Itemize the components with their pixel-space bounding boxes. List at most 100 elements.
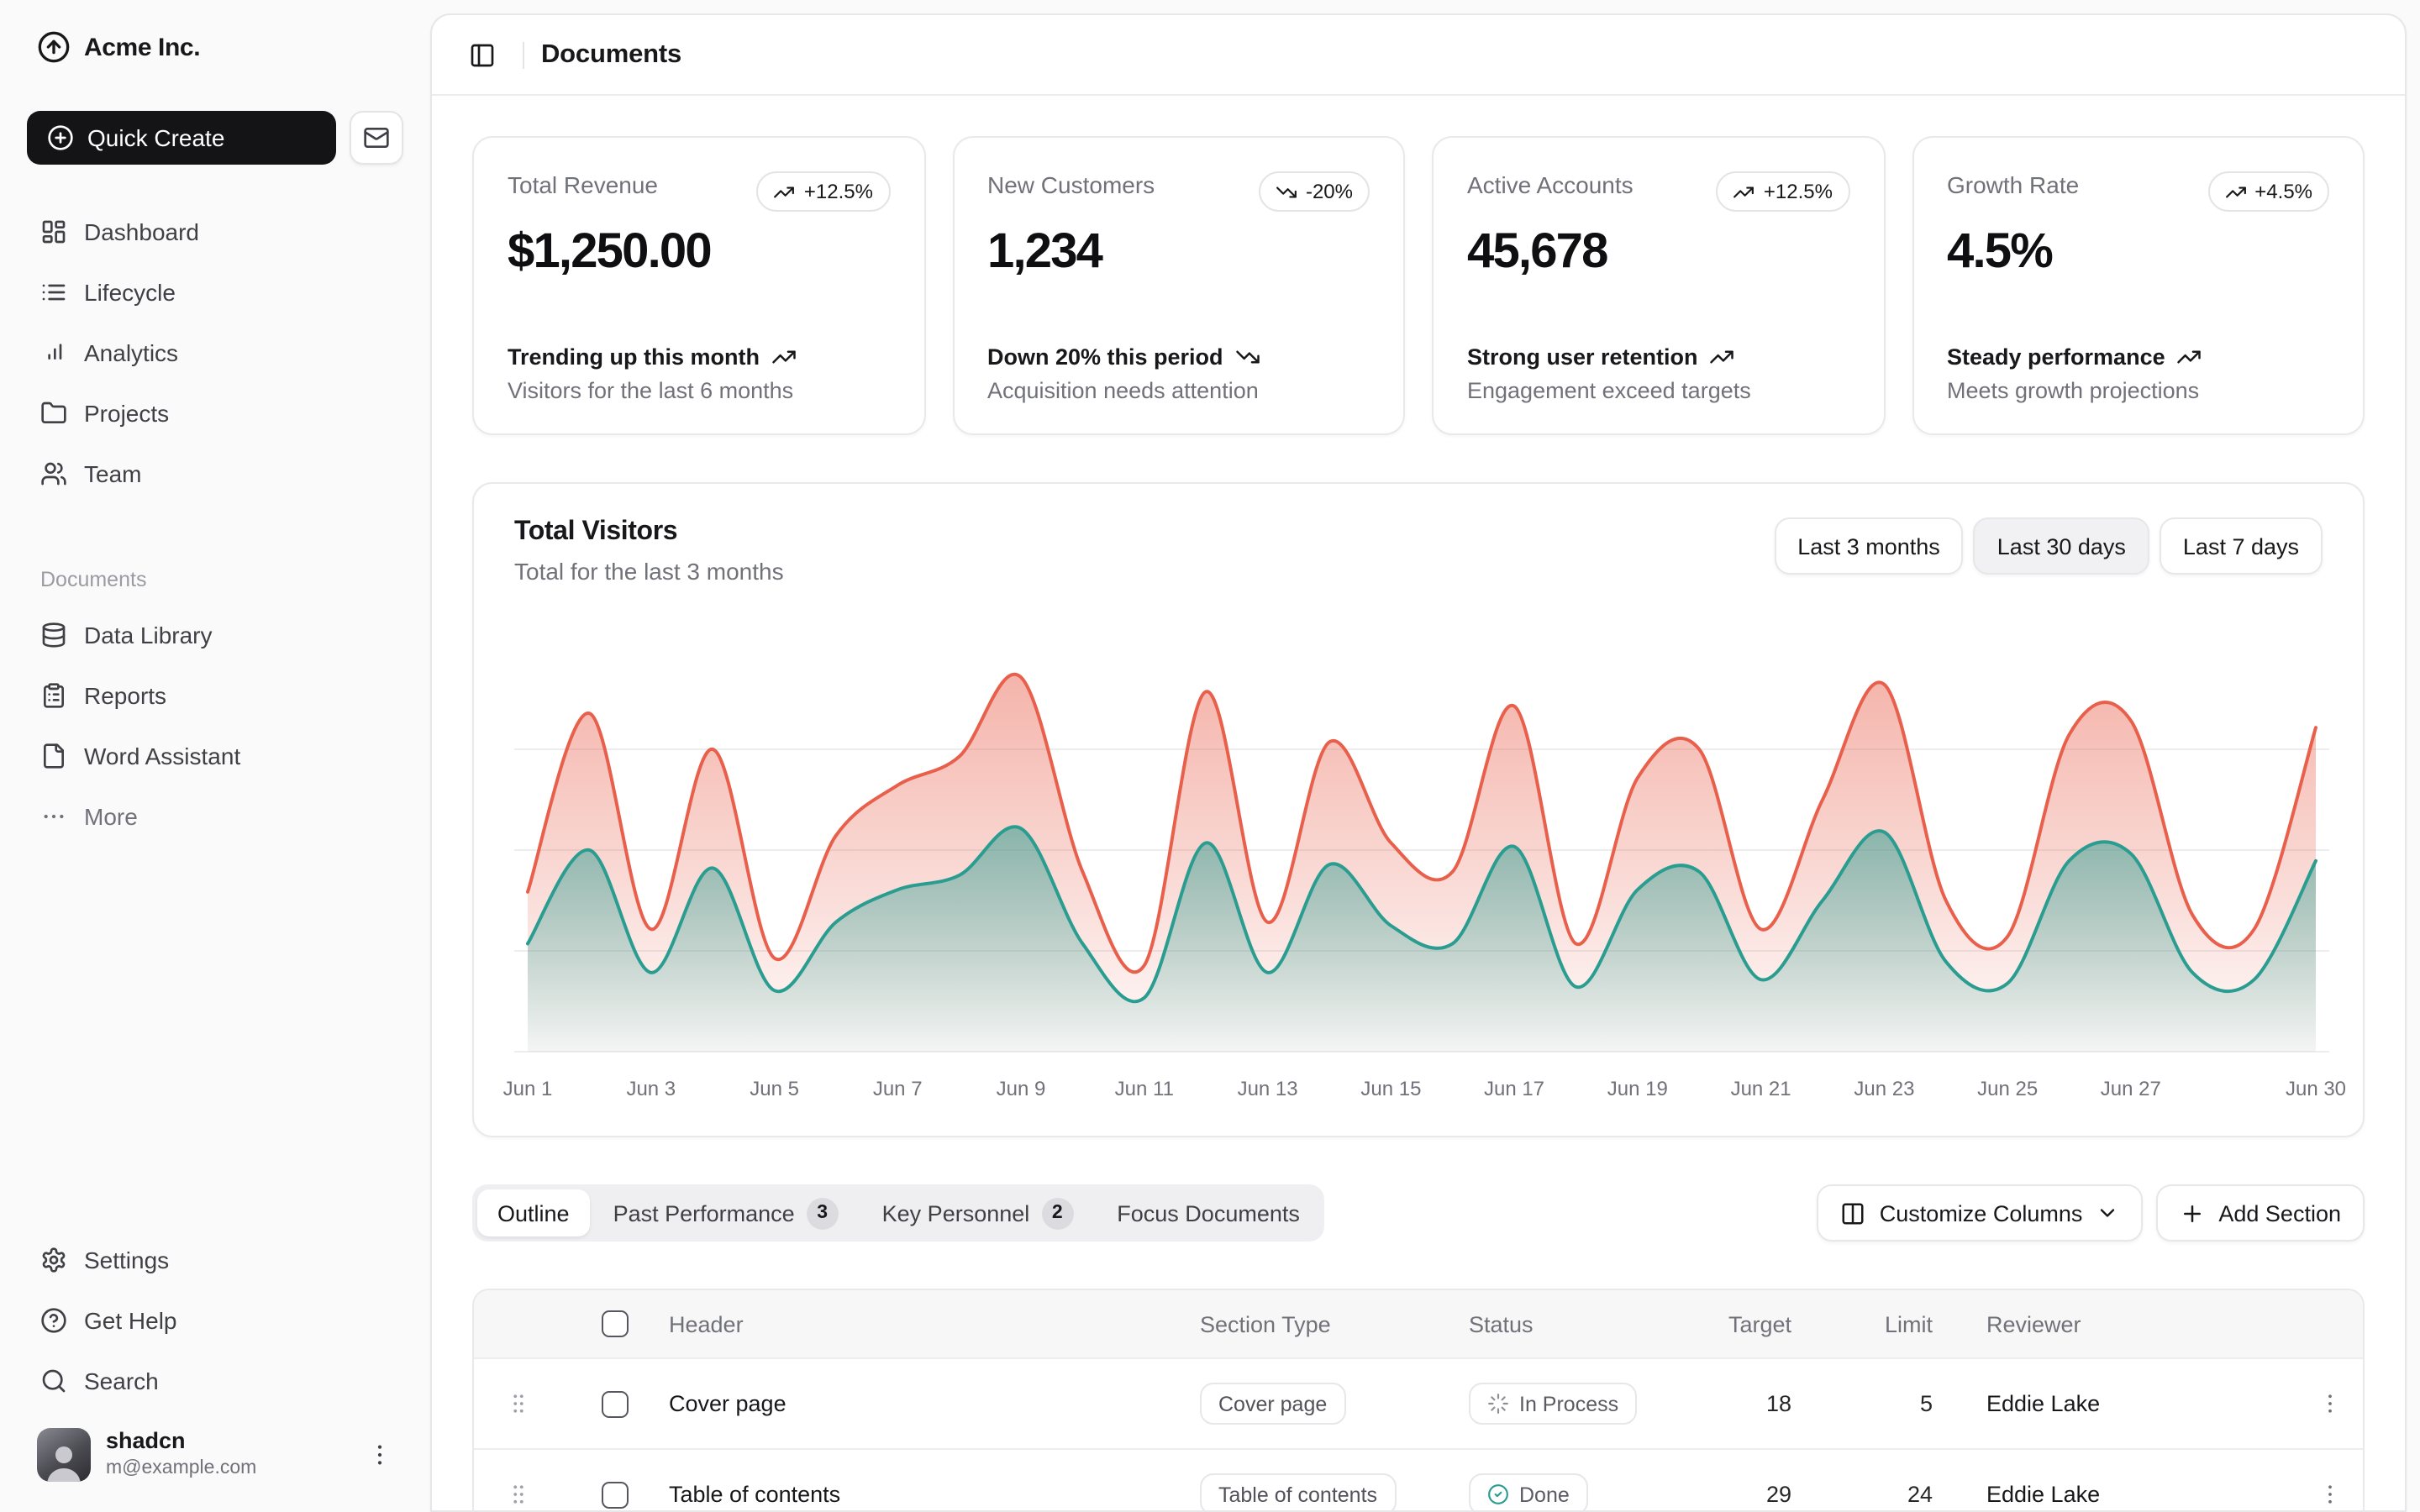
area-chart: Jun 1Jun 3Jun 5Jun 7Jun 9Jun 11Jun 13Jun…: [514, 638, 2323, 1102]
dashboard-icon: [40, 218, 67, 245]
ellipsis-icon: [40, 803, 67, 830]
column-header: Header: [629, 1311, 1200, 1336]
trending-up-icon: [2177, 344, 2202, 370]
page-header: Documents: [432, 15, 2405, 96]
sidebar-item-get-help[interactable]: Get Help: [27, 1294, 403, 1347]
stat-cards: Total Revenue +12.5% $1,250.00 Trending …: [472, 136, 2365, 435]
stat-card-total-revenue: Total Revenue +12.5% $1,250.00 Trending …: [472, 136, 925, 435]
column-header: Target: [1721, 1311, 1818, 1336]
inbox-button[interactable]: [350, 111, 403, 165]
stat-card-title: Active Accounts: [1467, 171, 1634, 198]
x-axis-tick-label: Jun 13: [1238, 1078, 1298, 1100]
sidebar-item-label: More: [84, 803, 138, 830]
drag-handle-icon[interactable]: [505, 1391, 530, 1416]
sidebar-item-label: Get Help: [84, 1307, 177, 1334]
row-header-link[interactable]: Table of contents: [629, 1482, 1200, 1507]
stat-card-growth-rate: Growth Rate +4.5% 4.5% Steady performanc…: [1912, 136, 2365, 435]
columns-icon: [1841, 1200, 1866, 1226]
x-axis-tick-label: Jun 27: [2101, 1078, 2161, 1100]
tab-key-personnel[interactable]: Key Personnel 2: [862, 1189, 1094, 1236]
table-row: Cover page Cover page In Process 18 5 Ed…: [474, 1357, 2363, 1448]
section-type-badge: Cover page: [1200, 1383, 1345, 1425]
row-actions-button[interactable]: [2306, 1380, 2353, 1427]
help-circle-icon: [40, 1307, 67, 1334]
select-all-checkbox[interactable]: [602, 1310, 629, 1337]
sidebar-group-label: Documents: [27, 568, 403, 591]
x-axis-tick-label: Jun 7: [873, 1078, 923, 1100]
sidebar-item-team[interactable]: Team: [27, 447, 403, 501]
users-icon: [40, 460, 67, 487]
sidebar-item-reports[interactable]: Reports: [27, 669, 403, 722]
x-axis-tick-label: Jun 5: [750, 1078, 799, 1100]
drag-handle-icon[interactable]: [505, 1482, 530, 1507]
status-label: In Process: [1519, 1392, 1618, 1415]
stat-card-footer-title: Down 20% this period: [987, 344, 1223, 370]
reviewer-name[interactable]: Eddie Lake: [1960, 1482, 2289, 1507]
range-last-7-days-button[interactable]: Last 7 days: [2160, 517, 2323, 575]
sidebar-item-more[interactable]: More: [27, 790, 403, 843]
customize-columns-button[interactable]: Customize Columns: [1818, 1184, 2144, 1242]
page-title: Documents: [541, 39, 681, 70]
sidebar-item-data-library[interactable]: Data Library: [27, 608, 403, 662]
sidebar-item-label: Lifecycle: [84, 279, 176, 306]
sidebar-item-projects[interactable]: Projects: [27, 386, 403, 440]
tab-outline[interactable]: Outline: [477, 1189, 590, 1236]
app-root: Acme Inc. Quick Create Dashboard: [0, 0, 2420, 1512]
time-range-toggle-group: Last 3 months Last 30 days Last 7 days: [1774, 517, 2323, 575]
sidebar-item-label: Data Library: [84, 622, 213, 648]
stat-card-footer-desc: Acquisition needs attention: [987, 378, 1370, 403]
column-header: Reviewer: [1960, 1311, 2289, 1336]
stat-card-footer-desc: Engagement exceed targets: [1467, 378, 1849, 403]
sidebar-item-word-assistant[interactable]: Word Assistant: [27, 729, 403, 783]
sidebar-item-analytics[interactable]: Analytics: [27, 326, 403, 380]
stat-card-title: New Customers: [987, 171, 1155, 198]
stat-card-footer-desc: Visitors for the last 6 months: [508, 378, 890, 403]
table-row: Table of contents Table of contents Done…: [474, 1448, 2363, 1512]
sidebar: Acme Inc. Quick Create Dashboard: [0, 0, 430, 1512]
x-axis-tick-label: Jun 9: [997, 1078, 1046, 1100]
tab-count-badge: 2: [1041, 1197, 1073, 1229]
sidebar-item-label: Settings: [84, 1247, 169, 1273]
stat-card-footer-title: Steady performance: [1947, 344, 2165, 370]
limit-value[interactable]: 24: [1818, 1482, 1960, 1507]
sections-table: Header Section Type Status Target Limit …: [472, 1289, 2365, 1512]
sidebar-nav-main: Dashboard Lifecycle Analytics Projects T…: [27, 205, 403, 501]
stat-card-new-customers: New Customers -20% 1,234 Down 20% this p…: [952, 136, 1405, 435]
sidebar-item-dashboard[interactable]: Dashboard: [27, 205, 403, 259]
row-header-link[interactable]: Cover page: [629, 1391, 1200, 1416]
file-icon: [40, 743, 67, 769]
row-checkbox[interactable]: [602, 1390, 629, 1417]
loader-icon: [1487, 1393, 1509, 1415]
sidebar-nav-documents: Data Library Reports Word Assistant More: [27, 608, 403, 843]
search-icon: [40, 1368, 67, 1394]
org-name: Acme Inc.: [84, 33, 200, 61]
quick-create-button[interactable]: Quick Create: [27, 111, 336, 165]
tab-focus-documents[interactable]: Focus Documents: [1097, 1189, 1320, 1236]
sidebar-nav-footer: Settings Get Help Search: [27, 1233, 403, 1408]
sidebar-item-label: Search: [84, 1368, 159, 1394]
user-menu[interactable]: shadcn m@example.com: [27, 1421, 403, 1488]
tab-past-performance[interactable]: Past Performance 3: [593, 1189, 859, 1236]
sidebar-item-lifecycle[interactable]: Lifecycle: [27, 265, 403, 319]
sidebar-item-search[interactable]: Search: [27, 1354, 403, 1408]
target-value[interactable]: 18: [1721, 1391, 1818, 1416]
trend-badge-value: +4.5%: [2254, 180, 2312, 203]
range-last-3-months-button[interactable]: Last 3 months: [1774, 517, 1964, 575]
target-value[interactable]: 29: [1721, 1482, 1818, 1507]
add-section-button[interactable]: Add Section: [2156, 1184, 2365, 1242]
user-email: m@example.com: [106, 1457, 256, 1482]
stat-card-footer-title: Strong user retention: [1467, 344, 1698, 370]
org-switcher[interactable]: Acme Inc.: [27, 20, 403, 74]
tab-label: Outline: [497, 1200, 570, 1226]
sidebar-toggle-button[interactable]: [459, 31, 506, 78]
plus-circle-icon: [47, 124, 74, 151]
stat-card-value: $1,250.00: [508, 225, 890, 281]
gear-icon: [40, 1247, 67, 1273]
row-checkbox[interactable]: [602, 1481, 629, 1508]
row-actions-button[interactable]: [2306, 1471, 2353, 1512]
sidebar-item-settings[interactable]: Settings: [27, 1233, 403, 1287]
limit-value[interactable]: 5: [1818, 1391, 1960, 1416]
x-axis-tick-label: Jun 3: [626, 1078, 676, 1100]
reviewer-name[interactable]: Eddie Lake: [1960, 1391, 2289, 1416]
range-last-30-days-button[interactable]: Last 30 days: [1974, 517, 2149, 575]
